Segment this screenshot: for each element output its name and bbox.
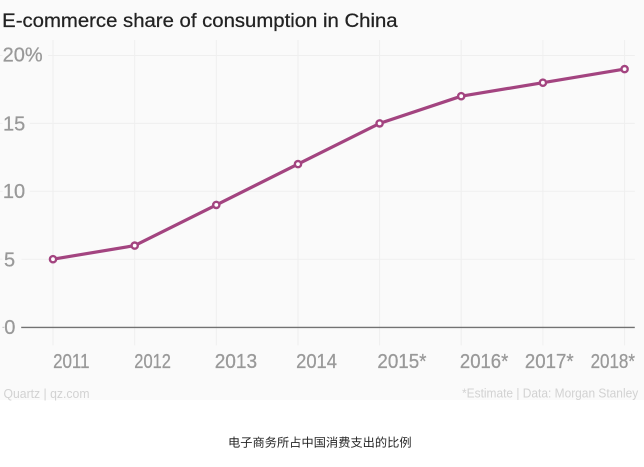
svg-text:*Estimate | Data: Morgan Stanl: *Estimate | Data: Morgan Stanley [462,386,639,401]
svg-text:15: 15 [3,113,25,135]
svg-text:2011: 2011 [53,350,89,373]
svg-text:10: 10 [3,181,25,203]
svg-text:2018*: 2018* [591,350,635,373]
svg-text:2015*: 2015* [377,350,426,373]
svg-text:20%: 20% [3,45,43,67]
svg-text:2014: 2014 [296,350,337,373]
svg-text:2016*: 2016* [460,350,508,373]
svg-text:E-commerce share of consumptio: E-commerce share of consumption in China [2,11,398,32]
svg-text:5: 5 [4,249,15,271]
svg-text:2017*: 2017* [525,350,574,373]
svg-text:2013: 2013 [215,350,257,373]
svg-text:2012: 2012 [134,350,171,373]
svg-text:Quartz | qz.com: Quartz | qz.com [4,386,90,401]
svg-text:0: 0 [4,317,15,339]
